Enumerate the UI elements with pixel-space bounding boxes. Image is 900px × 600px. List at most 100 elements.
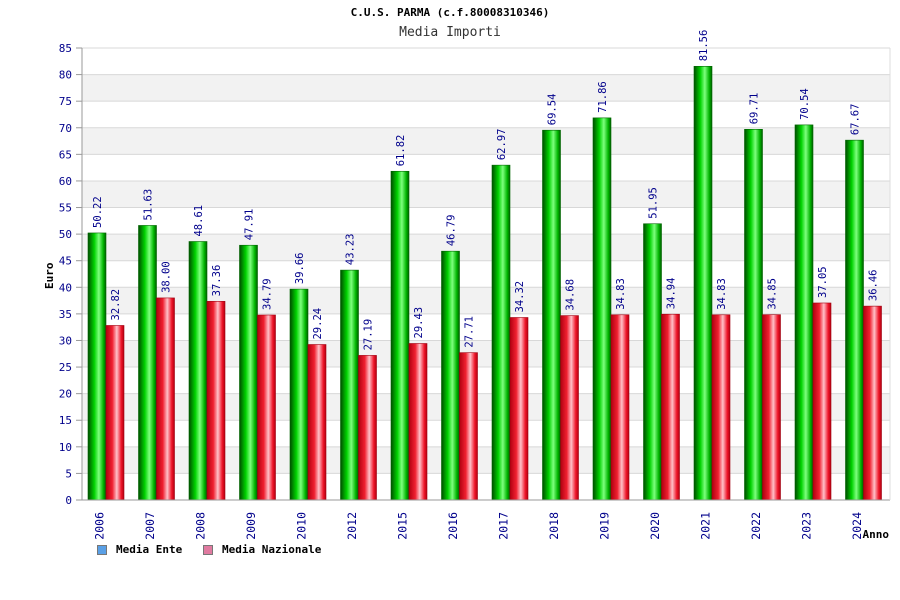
bar-media-nazionale <box>863 305 882 501</box>
chart-title: C.U.S. PARMA (c.f.80008310346) <box>350 6 550 19</box>
bar-media-nazionale <box>661 313 680 501</box>
bar-media-ente <box>340 269 359 501</box>
bar-media-ente <box>744 129 763 501</box>
y-tick-label: 70 <box>59 122 72 135</box>
data-label: 47.91 <box>244 209 256 241</box>
bar-media-ente <box>87 232 107 501</box>
y-tick-label: 60 <box>59 175 72 188</box>
bar-media-ente <box>239 244 258 501</box>
data-label: 39.66 <box>294 252 306 284</box>
y-tick-label: 65 <box>59 148 72 161</box>
data-label: 69.71 <box>749 93 761 125</box>
legend-swatch-media-ente <box>97 544 107 555</box>
legend-swatch-media-nazionale <box>203 544 213 555</box>
y-tick-label: 40 <box>59 281 72 294</box>
data-label: 34.83 <box>716 278 728 310</box>
data-label: 34.68 <box>565 279 577 311</box>
x-tick-label: 2020 <box>648 512 662 540</box>
bar-media-nazionale <box>459 352 478 501</box>
plot-band <box>82 74 890 102</box>
data-label: 27.71 <box>464 316 476 348</box>
bar-media-nazionale <box>307 344 327 501</box>
x-axis-title: Anno <box>863 528 890 541</box>
bar-media-ente <box>693 65 713 501</box>
y-tick-label: 50 <box>59 228 72 241</box>
x-tick-label: 2023 <box>799 512 813 540</box>
y-tick-label: 25 <box>59 361 72 374</box>
data-label: 37.05 <box>817 266 829 298</box>
bar-media-nazionale <box>610 314 630 501</box>
y-tick-label: 75 <box>59 95 72 108</box>
plot-band <box>82 127 890 155</box>
bar-media-nazionale <box>812 302 832 501</box>
x-tick-label: 2010 <box>294 512 308 540</box>
bar-media-ente <box>441 250 460 501</box>
bar-media-nazionale <box>509 317 529 501</box>
data-label: 29.24 <box>312 308 324 340</box>
bar-media-nazionale <box>560 315 579 501</box>
y-tick-label: 20 <box>59 388 72 401</box>
data-label: 43.23 <box>345 234 357 266</box>
x-tick-label: 2017 <box>496 512 510 540</box>
x-tick-label: 2008 <box>193 512 207 540</box>
bars-group <box>87 65 882 501</box>
y-tick-label: 5 <box>65 467 72 480</box>
data-label: 34.79 <box>262 278 274 310</box>
y-tick-label: 80 <box>59 69 72 82</box>
data-label: 48.61 <box>193 205 205 237</box>
data-label: 27.19 <box>363 319 375 351</box>
data-label: 37.36 <box>211 265 223 297</box>
y-tick-label: 0 <box>65 494 72 507</box>
x-tick-label: 2007 <box>143 512 157 540</box>
bar-media-ente <box>138 225 157 501</box>
data-label: 34.94 <box>666 278 678 310</box>
bar-media-nazionale <box>105 325 125 501</box>
bar-media-nazionale <box>762 314 781 501</box>
axes: 0 5 10 15 20 25 30 35 40 45 50 55 60 65 70 75 80 85 2006 20… <box>43 42 891 541</box>
bar-media-nazionale <box>711 314 731 501</box>
data-label: 46.79 <box>446 215 458 247</box>
data-label: 34.32 <box>514 281 526 313</box>
x-tick-label: 2021 <box>698 512 712 540</box>
bar-media-ente <box>643 223 662 501</box>
bar-media-nazionale <box>257 314 276 501</box>
x-tick-label: 2019 <box>597 512 611 540</box>
bar-media-ente <box>289 288 309 501</box>
data-label: 50.22 <box>92 196 104 228</box>
bar-media-nazionale <box>358 355 377 501</box>
data-label: 51.95 <box>648 187 660 219</box>
data-label: 32.82 <box>110 289 122 321</box>
bar-media-ente <box>845 139 864 501</box>
x-tick-label: 2024 <box>850 512 864 540</box>
y-tick-label: 30 <box>59 334 72 347</box>
bar-media-nazionale <box>206 301 226 501</box>
data-label: 69.54 <box>547 94 559 126</box>
bar-media-ente <box>188 241 208 501</box>
x-tick-label: 2022 <box>749 512 763 540</box>
y-tick-label: 15 <box>59 414 72 427</box>
x-tick-label: 2018 <box>547 512 561 540</box>
bar-media-ente <box>491 164 511 501</box>
legend-label-media-nazionale: Media Nazionale <box>222 543 322 556</box>
x-tick-label: 2015 <box>395 512 409 540</box>
bar-media-ente <box>592 117 612 501</box>
y-tick-label: 85 <box>59 42 72 55</box>
bar-media-ente <box>390 170 410 501</box>
data-label: 34.85 <box>767 278 779 310</box>
data-label: 51.63 <box>143 189 155 221</box>
data-label: 71.86 <box>597 81 609 113</box>
y-axis-title: Euro <box>43 262 56 289</box>
chart-subtitle: Media Importi <box>399 25 501 40</box>
legend-label-media-ente: Media Ente <box>116 543 183 556</box>
data-label: 36.46 <box>868 270 880 302</box>
data-label: 62.97 <box>496 129 508 161</box>
bar-media-nazionale <box>408 343 428 501</box>
data-label: 29.43 <box>413 307 425 339</box>
x-tick-label: 2012 <box>345 512 359 540</box>
data-label: 34.83 <box>615 278 627 310</box>
x-tick-label: 2009 <box>244 512 258 540</box>
data-label: 38.00 <box>161 261 173 293</box>
y-tick-label: 45 <box>59 255 72 268</box>
y-tick-label: 35 <box>59 308 72 321</box>
